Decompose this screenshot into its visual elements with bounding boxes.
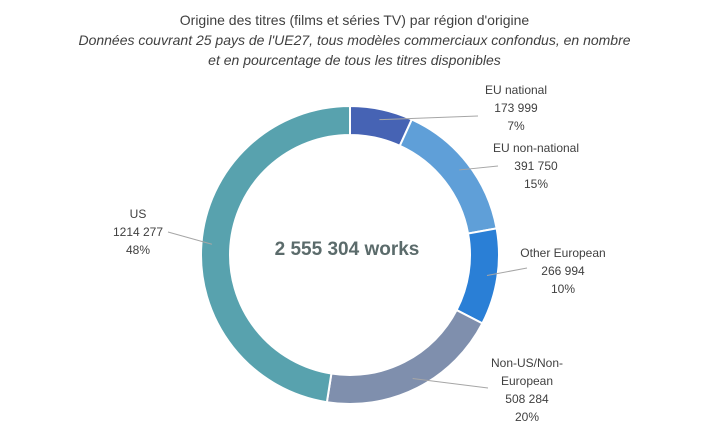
- leader-line: [379, 115, 479, 121]
- slice-labels: EU national 173 999 7% EU non-national 391 7…: [113, 83, 606, 424]
- slice-non-us-non-european: [325, 308, 484, 405]
- donut-slices: [200, 104, 500, 405]
- leader-line: [459, 165, 499, 171]
- slice-other-european: [455, 227, 500, 325]
- chart-subtitle-line2: et en pourcentage de tous les titres dis…: [208, 52, 501, 68]
- slice-label: EU national 173 999 7%: [485, 83, 547, 133]
- slice-label: Other European 266 994 10%: [520, 246, 605, 296]
- leader-line: [167, 231, 213, 245]
- leader-line: [486, 267, 528, 276]
- slice-label: EU non-national 391 750 15%: [493, 141, 579, 191]
- chart-titles: Origine des titres (films et séries TV) …: [0, 10, 709, 70]
- chart-subtitle-line1: Données couvrant 25 pays de l'UE27, tous…: [78, 32, 631, 48]
- slice-eu-non-national: [398, 118, 498, 235]
- leader-line: [412, 378, 489, 389]
- chart-title: Origine des titres (films et séries TV) …: [179, 12, 530, 28]
- slice-label: Non-US/Non-European 508 284 20%: [491, 356, 563, 424]
- slice-us: [200, 104, 351, 404]
- donut-center-total: 2 555 304 works: [275, 239, 420, 260]
- slice-label: US 1214 277 48%: [113, 207, 163, 257]
- leader-lines: [167, 115, 528, 389]
